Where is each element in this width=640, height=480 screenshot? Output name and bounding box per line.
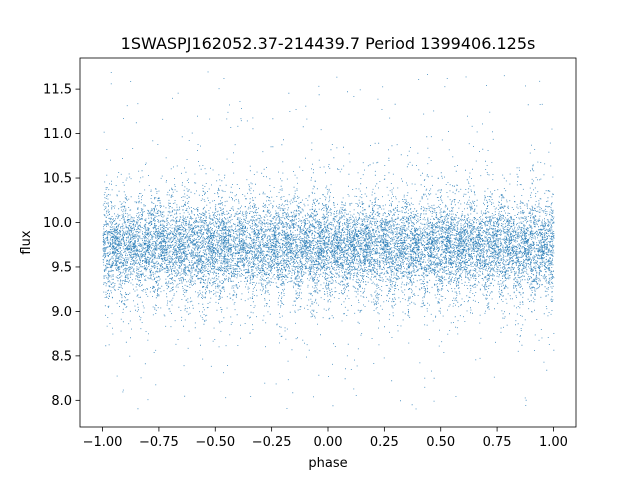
y-tick-label: 8.0 [51,394,72,409]
chart-title: 1SWASPJ162052.37-214439.7 Period 1399406… [121,34,536,53]
y-tick-label: 9.5 [51,260,72,275]
x-tick-label: 0.75 [483,435,512,450]
x-tick-label: 0.50 [426,435,455,450]
y-axis: 8.0 8.5 9.0 9.5 10.0 10.5 11.0 11.5 [43,83,80,409]
x-tick-label: −0.25 [252,435,292,450]
x-tick-label: −0.75 [139,435,179,450]
data-point-group [102,85,554,402]
x-axis-label: phase [308,456,347,471]
y-tick-label: 9.0 [51,305,72,320]
data-point-group [102,78,555,407]
y-tick-label: 8.5 [51,349,72,364]
x-tick-label: −1.00 [83,435,123,450]
x-tick-label: 0.25 [370,435,399,450]
plot-background [80,58,576,427]
x-tick-label: −0.50 [195,435,235,450]
y-tick-label: 11.0 [43,127,72,142]
scatter-points [102,71,555,410]
x-tick-label: 0.00 [314,435,343,450]
y-axis-label: flux [19,230,34,254]
x-axis: −1.00 −0.75 −0.50 −0.25 0.00 0.25 0.50 0.75 1.00 [83,427,568,450]
x-tick-label: 1.00 [539,435,568,450]
y-tick-label: 10.0 [43,216,72,231]
y-tick-label: 11.5 [43,83,72,98]
y-tick-label: 10.5 [43,172,72,187]
